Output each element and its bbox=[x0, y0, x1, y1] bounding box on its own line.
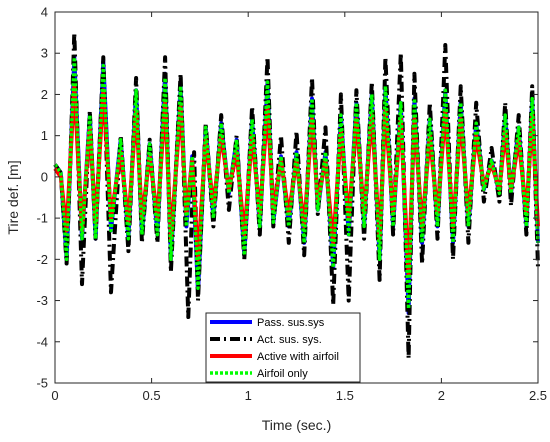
legend-label-0: Pass. sus.sys bbox=[257, 317, 325, 329]
axis-ticks: 0 0.5 1 1.5 2 2.5 -5 -4 -3 -2 -1 0 1 2 3 4 bbox=[36, 5, 547, 404]
x-tick-label: 0.5 bbox=[143, 388, 161, 403]
legend-label-3: Airfoil only bbox=[257, 368, 308, 380]
y-tick-label: -1 bbox=[36, 211, 48, 226]
legend-label-1: Act. sus. sys. bbox=[257, 334, 322, 346]
y-tick-label: -2 bbox=[36, 252, 48, 267]
y-tick-label: -4 bbox=[36, 334, 48, 349]
y-tick-label: 3 bbox=[41, 46, 48, 61]
x-tick-label: 2 bbox=[438, 388, 445, 403]
y-axis-label: Tire def. [m] bbox=[5, 160, 21, 234]
y-tick-label: 0 bbox=[41, 169, 48, 184]
series-lines bbox=[53, 30, 540, 361]
y-tick-label: -3 bbox=[36, 293, 48, 308]
legend-label-2: Active with airfoil bbox=[257, 351, 339, 363]
series-line-3 bbox=[53, 55, 540, 311]
x-tick-label: 1.5 bbox=[336, 388, 354, 403]
x-tick-label: 1 bbox=[245, 388, 252, 403]
y-tick-label: 4 bbox=[41, 5, 48, 20]
y-tick-label: 2 bbox=[41, 87, 48, 102]
x-tick-label: 2.5 bbox=[529, 388, 547, 403]
x-tick-label: 0 bbox=[51, 388, 58, 403]
y-tick-label: 1 bbox=[41, 128, 48, 143]
y-tick-label: -5 bbox=[36, 376, 48, 391]
plot-frame bbox=[54, 11, 539, 384]
legend: Pass. sus.sys Act. sus. sys. Active with a… bbox=[205, 312, 361, 383]
x-axis-label: Time (sec.) bbox=[262, 417, 331, 433]
legend-box bbox=[205, 312, 361, 383]
